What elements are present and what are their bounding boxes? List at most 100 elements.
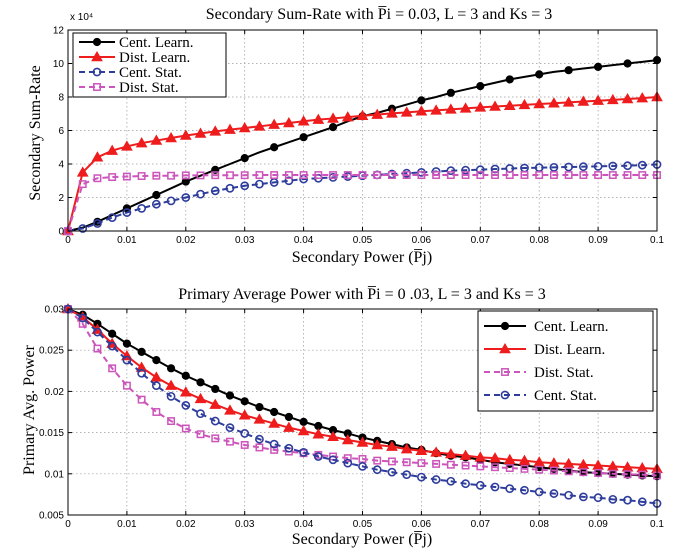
data-point (505, 171, 514, 180)
data-point (623, 161, 632, 171)
data-point (606, 93, 619, 105)
plot-frame (67, 29, 658, 232)
data-point (167, 171, 176, 180)
data-point (240, 397, 249, 406)
data-point (562, 96, 575, 107)
data-point (417, 459, 426, 468)
data-point (268, 118, 281, 129)
data-point (356, 109, 369, 121)
data-point (107, 213, 117, 222)
data-point (93, 344, 102, 353)
data-point (444, 103, 457, 114)
data-point (76, 166, 89, 177)
data-point (475, 165, 485, 175)
x-tick-label: 0.07 (471, 519, 491, 530)
data-point (152, 171, 161, 180)
x-tick-label: 0.02 (176, 519, 196, 530)
data-point (211, 384, 220, 394)
y-tick-label: 10 (53, 59, 65, 70)
data-point (549, 171, 558, 180)
data-point (165, 379, 177, 390)
data-point (535, 70, 544, 79)
data-point (446, 88, 455, 97)
data-point (194, 127, 207, 138)
data-point (328, 455, 338, 465)
y-tick-label: 12 (53, 26, 65, 37)
legend-entry: Cent. Stat. (119, 65, 182, 81)
data-point (400, 106, 413, 117)
data-point (341, 111, 354, 122)
data-point (474, 451, 487, 462)
legend-marker (91, 50, 103, 62)
plot-frame (67, 308, 658, 516)
data-point (238, 409, 251, 420)
data-point (284, 171, 293, 180)
series-layer (62, 56, 663, 236)
data-point (137, 347, 146, 356)
data-point (593, 161, 603, 171)
chart-title: Primary Average Power with P̅i = 0 .03, … (178, 285, 545, 303)
data-point (135, 137, 148, 148)
data-point (621, 93, 634, 104)
data-point (373, 171, 382, 180)
data-point (152, 190, 161, 200)
legend: Cent. Learn.Dist. Learn.Cent. Stat.Dist.… (72, 32, 227, 98)
data-point (637, 497, 647, 507)
data-point (137, 172, 146, 181)
data-point (196, 171, 205, 180)
data-point (549, 489, 559, 498)
data-point (150, 134, 163, 145)
data-point (122, 208, 132, 217)
x-tick-label: 0.04 (294, 235, 314, 246)
data-point (459, 449, 472, 460)
y-tick-label: 4 (58, 160, 64, 171)
data-point (535, 465, 544, 474)
data-point (594, 171, 603, 180)
data-point (579, 468, 588, 477)
data-point (489, 452, 501, 463)
data-point (579, 171, 588, 180)
data-point (196, 378, 205, 387)
y-axis-label: Secondary Sum-Rate (27, 65, 44, 201)
data-point (520, 485, 529, 495)
data-point (137, 203, 147, 213)
legend-marker (500, 321, 510, 331)
x-tick-label: 0.06 (412, 235, 432, 246)
data-point (371, 438, 384, 450)
data-point (533, 98, 546, 109)
data-point (108, 364, 117, 373)
data-point (432, 171, 441, 180)
x-tick-label: 0.07 (471, 235, 491, 246)
data-point (446, 476, 456, 486)
data-point (430, 104, 442, 115)
data-point (461, 461, 470, 470)
series-layer (62, 302, 663, 508)
data-point (623, 495, 632, 505)
x-tick-label: 0.01 (117, 235, 137, 246)
x-tick-label: 0.05 (353, 519, 373, 530)
data-point (225, 183, 235, 193)
data-point (564, 66, 573, 75)
data-point (415, 105, 428, 116)
x-tick-label: 0.03 (235, 235, 255, 246)
data-point (461, 171, 470, 180)
data-point (122, 172, 131, 181)
data-point (373, 456, 382, 465)
data-point (107, 341, 117, 351)
data-point (283, 116, 295, 128)
data-point (358, 171, 367, 180)
data-point (564, 162, 574, 172)
data-point (78, 319, 87, 328)
legend-entry: Dist. Learn. (119, 50, 190, 66)
data-point (166, 196, 176, 206)
data-point (211, 171, 220, 180)
data-point (518, 98, 531, 110)
data-point (151, 381, 161, 391)
data-point (417, 96, 426, 105)
chart-title: Secondary Sum-Rate with P̅i = 0.03, L = … (206, 5, 552, 23)
x-tick-label: 0.1 (650, 519, 664, 530)
data-point (122, 355, 132, 365)
legend-entry: Dist. Stat. (534, 365, 594, 381)
data-point (209, 125, 222, 136)
y-tick-label: 0.03 (45, 305, 65, 316)
